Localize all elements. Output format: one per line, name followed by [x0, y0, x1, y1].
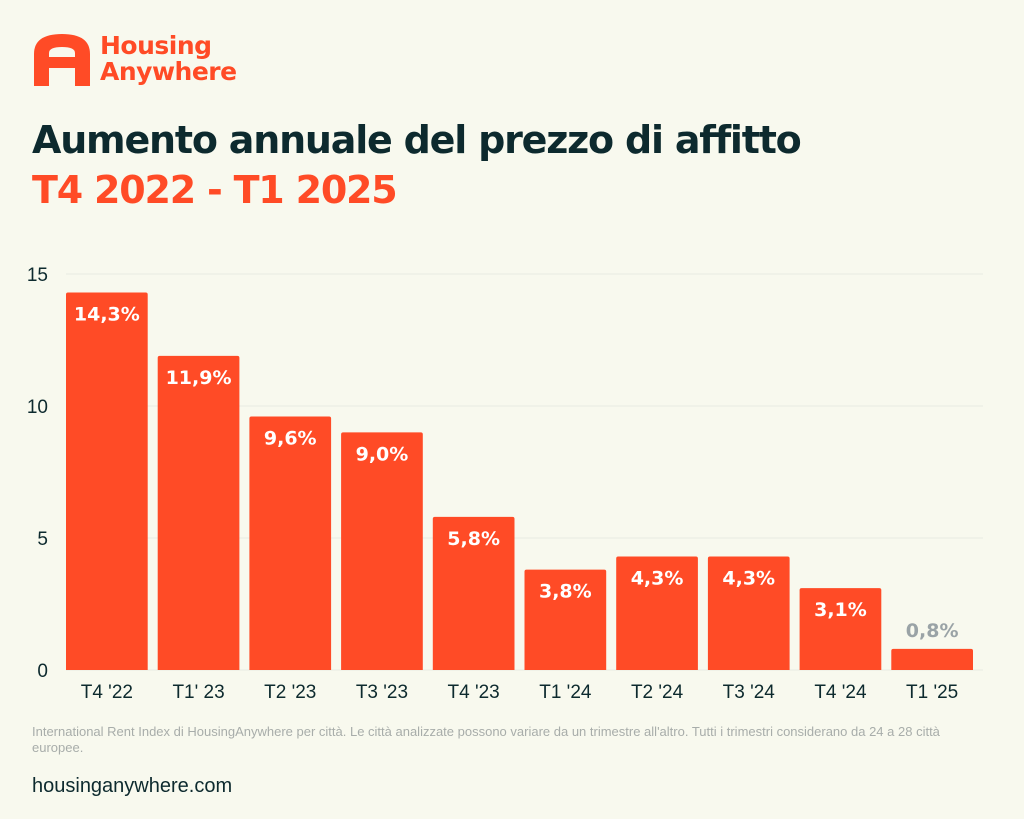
- data-label: 3,1%: [814, 599, 867, 621]
- bar: [432, 516, 515, 670]
- x-tick-label: T1 '25: [906, 682, 958, 703]
- y-tick-label: 10: [27, 397, 48, 418]
- x-tick-label: T4 '23: [448, 682, 500, 703]
- bar-chart: 0 5 10 15 14,3% 11,9% 9,6% 9,0% 5,8% 3,8% 4,3% 4,3…: [27, 265, 983, 703]
- y-tick-label: 5: [37, 529, 48, 550]
- brand-logo: Housing Anywhere: [32, 32, 237, 86]
- bar: [66, 292, 148, 670]
- data-label: 0,8%: [906, 620, 959, 642]
- bar: [799, 588, 882, 670]
- x-tick-label: T1 '24: [539, 682, 592, 703]
- x-tick-label: T1' 23: [172, 682, 224, 703]
- data-label: 11,9%: [166, 367, 232, 389]
- chart-title: Aumento annuale del prezzo di affitto: [32, 118, 802, 162]
- x-tick-label: T3 '23: [356, 682, 408, 703]
- x-tick-label: T2 '24: [631, 682, 684, 703]
- footnote: International Rent Index di HousingAnywh…: [32, 724, 940, 755]
- data-label: 9,0%: [356, 443, 409, 465]
- brand-name: Housing Anywhere: [100, 33, 237, 85]
- x-tick-label: T4 '24: [814, 682, 867, 703]
- data-label: 4,3%: [631, 567, 684, 589]
- website-link[interactable]: housinganywhere.com: [32, 775, 233, 797]
- y-tick-label: 0: [37, 661, 48, 682]
- bar: [524, 569, 607, 670]
- bar: [707, 556, 790, 670]
- x-tick-label: T2 '23: [264, 682, 316, 703]
- bar: [157, 355, 240, 670]
- bar: [341, 432, 423, 670]
- data-label: 5,8%: [447, 528, 500, 550]
- data-label: 3,8%: [539, 581, 592, 603]
- data-label: 4,3%: [722, 567, 775, 589]
- data-label: 14,3%: [74, 303, 140, 325]
- brand-name-line2: Anywhere: [100, 57, 237, 86]
- y-axis-ticks: 0 5 10 15: [27, 265, 48, 682]
- chart-subtitle: T4 2022 - T1 2025: [32, 168, 398, 212]
- bars: [66, 292, 973, 670]
- data-label: 9,6%: [264, 428, 317, 450]
- x-axis-ticks: T4 '22 T1' 23 T2 '23 T3 '23 T4 '23 T1 '24 T2 '…: [81, 682, 959, 703]
- brand-name-line1: Housing: [100, 31, 212, 60]
- y-tick-label: 15: [27, 265, 48, 286]
- x-tick-label: T3 '24: [723, 682, 776, 703]
- x-tick-label: T4 '22: [81, 682, 133, 703]
- data-labels: 14,3% 11,9% 9,6% 9,0% 5,8% 3,8% 4,3% 4,3% 3,1% 0,…: [74, 303, 959, 641]
- bar: [249, 416, 332, 670]
- bar: [891, 648, 973, 670]
- bar: [616, 556, 698, 670]
- housinganywhere-h-icon: [34, 34, 90, 86]
